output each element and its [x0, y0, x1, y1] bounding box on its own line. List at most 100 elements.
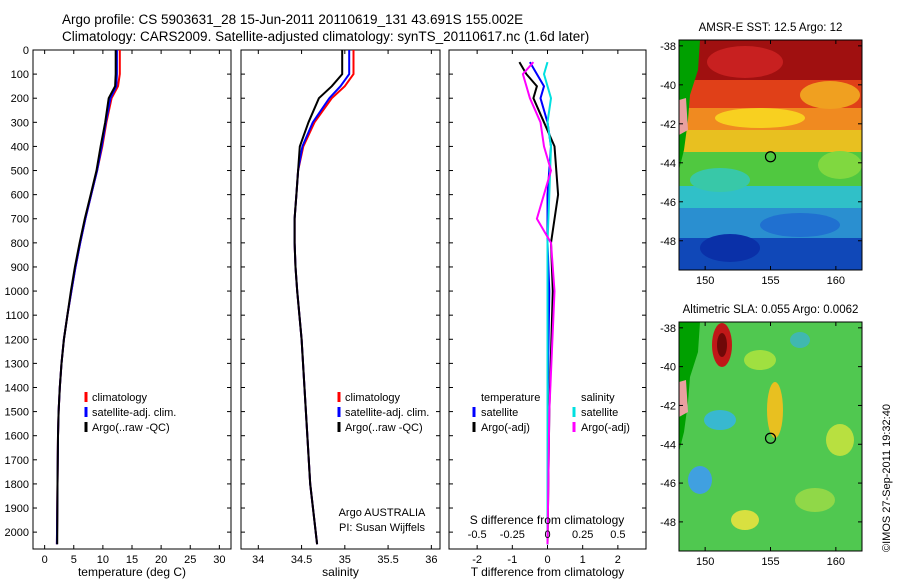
- legend-label: Argo(..raw -QC): [92, 422, 170, 434]
- map-y-tick-label: -40: [660, 362, 676, 374]
- legend-title: salinity: [581, 392, 615, 404]
- y-tick-label: 1900: [5, 503, 29, 515]
- legend-title: temperature: [481, 392, 540, 404]
- legend-label: satellite-adj. clim.: [92, 407, 176, 419]
- x-tick-label: 5: [71, 554, 77, 566]
- x-axis-label: salinity: [322, 565, 359, 579]
- x-tick-label: 30: [213, 554, 225, 566]
- x-tick-label: 15: [126, 554, 138, 566]
- s-tick-label: -0.25: [500, 529, 525, 541]
- series-line: [293, 50, 355, 545]
- map-y-tick-label: -48: [660, 236, 676, 248]
- y-tick-label: 200: [11, 93, 29, 105]
- x-tick-label: -1: [507, 554, 517, 566]
- x-tick-label: 1: [580, 554, 586, 566]
- map-y-tick-label: -48: [660, 517, 676, 529]
- plot-frame-2: [240, 49, 441, 550]
- legend-label: Argo(-adj): [481, 422, 530, 434]
- map-y-tick-label: -40: [660, 80, 676, 92]
- series-line: [293, 50, 351, 545]
- y-tick-label: 300: [11, 117, 29, 129]
- legend-label: satellite: [581, 407, 618, 419]
- y-tick-label: 1400: [5, 382, 29, 394]
- x-tick-label: 10: [97, 554, 109, 566]
- y-tick-label: 600: [11, 190, 29, 202]
- s-tick-label: 0.5: [610, 529, 625, 541]
- y-tick-label: 1200: [5, 334, 29, 346]
- y-tick-label: 1100: [5, 310, 29, 322]
- y-tick-label: 100: [11, 69, 29, 81]
- map-y-tick-label: -42: [660, 119, 676, 131]
- map-y-tick-label: -46: [660, 478, 676, 490]
- x-tick-label: 35: [339, 554, 351, 566]
- x-axis-label: T difference from climatology: [471, 565, 625, 579]
- legend-label: satellite-adj. clim.: [345, 407, 429, 419]
- sst-field: [679, 40, 862, 270]
- legend-label: climatology: [92, 392, 148, 404]
- x-tick-label: 25: [184, 554, 196, 566]
- s-tick-label: -0.5: [468, 529, 487, 541]
- map-y-tick-label: -44: [660, 158, 676, 170]
- x-tick-label: 35.5: [377, 554, 398, 566]
- sla-field: [679, 322, 862, 551]
- x-tick-label: 34.5: [291, 554, 312, 566]
- legend-label: satellite: [481, 407, 518, 419]
- title-line-2: Climatology: CARS2009. Satellite-adjuste…: [62, 29, 590, 44]
- y-tick-label: 900: [11, 262, 29, 274]
- y-tick-label: 700: [11, 214, 29, 226]
- series-group: [55, 50, 121, 545]
- y-tick-label: 500: [11, 166, 29, 178]
- series-line: [293, 50, 344, 545]
- series-line: [518, 61, 560, 545]
- map-title: AMSR-E SST: 12.5 Argo: 12: [699, 22, 843, 34]
- series-line: [56, 50, 117, 545]
- map-x-tick-label: 155: [761, 556, 779, 568]
- credit-text: ©IMOS 27-Sep-2011 19:32:40: [881, 404, 893, 552]
- y-tick-label: 2000: [5, 527, 29, 539]
- y-tick-label: 800: [11, 238, 29, 250]
- argo-float-marker: [764, 151, 777, 163]
- map-x-tick-label: 150: [696, 556, 714, 568]
- map-y-tick-label: -44: [660, 439, 676, 451]
- y-tick-label: 1300: [5, 358, 29, 370]
- x-tick-label: 0: [544, 554, 550, 566]
- y-tick-label: 1600: [5, 431, 29, 443]
- x-tick-label: 34: [252, 554, 264, 566]
- map-y-tick-label: -46: [660, 197, 676, 209]
- y-tick-label: 400: [11, 141, 29, 153]
- legend-label: Argo(-adj): [581, 422, 630, 434]
- annotation-text: Argo AUSTRALIA: [339, 507, 426, 519]
- series-line: [521, 61, 556, 545]
- x-tick-label: 2: [615, 554, 621, 566]
- series-line: [55, 50, 118, 545]
- x-tick-label: 0: [42, 554, 48, 566]
- x-axis-label: temperature (deg C): [78, 565, 186, 579]
- x-axis-label-top: S difference from climatology: [470, 513, 625, 527]
- map-x-tick-label: 155: [761, 275, 779, 287]
- x-tick-label: 36: [425, 554, 437, 566]
- s-tick-label: 0: [544, 529, 550, 541]
- s-tick-label: 0.25: [572, 529, 593, 541]
- map-title: Altimetric SLA: 0.055 Argo: 0.0062: [683, 304, 859, 316]
- y-tick-label: 1000: [5, 286, 29, 298]
- series-group: [518, 61, 560, 545]
- map-x-tick-label: 160: [827, 275, 845, 287]
- map-y-tick-label: -38: [660, 41, 676, 53]
- title-line-1: Argo profile: CS 5903631_28 15-Jun-2011 …: [62, 12, 524, 27]
- plot-frame-1: [32, 49, 232, 550]
- annotation-text: PI: Susan Wijffels: [339, 522, 425, 534]
- series-line: [55, 50, 121, 545]
- y-tick-label: 1500: [5, 407, 29, 419]
- map-y-tick-label: -38: [660, 323, 676, 335]
- map-x-tick-label: 160: [827, 556, 845, 568]
- legend-label: Argo(..raw -QC): [345, 422, 423, 434]
- argo-float-marker: [764, 432, 777, 444]
- x-tick-label: 20: [155, 554, 167, 566]
- x-tick-label: -2: [472, 554, 482, 566]
- map-y-tick-label: -42: [660, 400, 676, 412]
- y-tick-label: 0: [23, 45, 29, 57]
- y-tick-label: 1700: [5, 455, 29, 467]
- legend-label: climatology: [345, 392, 401, 404]
- series-group: [293, 50, 355, 545]
